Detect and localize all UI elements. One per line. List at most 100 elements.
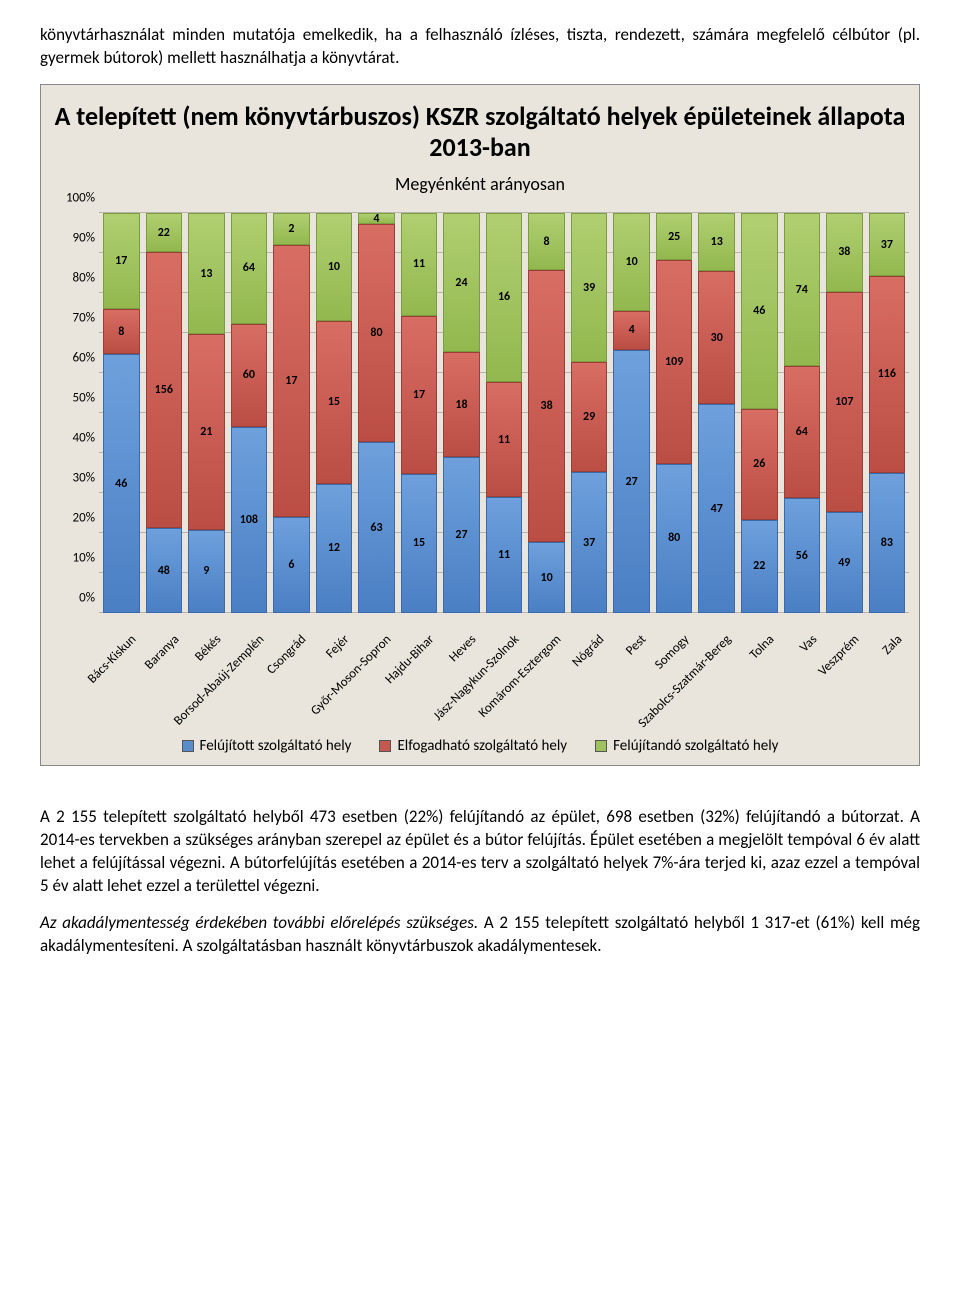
bar-column: 27410 <box>613 213 650 613</box>
bar-segment-green: 17 <box>103 213 140 309</box>
y-tick-label: 90% <box>51 231 95 246</box>
bar-segment-blue: 56 <box>784 498 821 613</box>
bar-segment-green: 39 <box>571 213 608 362</box>
bar-segment-red: 30 <box>698 271 735 404</box>
bar-segment-red: 18 <box>443 352 480 456</box>
bar-segment-red: 116 <box>869 276 906 473</box>
bar-segment-red: 107 <box>826 292 863 513</box>
legend-label-blue: Felújított szolgáltató hely <box>200 737 352 755</box>
legend-item-blue: Felújított szolgáltató hely <box>182 737 352 755</box>
bar-column: 46817 <box>103 213 140 613</box>
bar-segment-green: 13 <box>188 213 225 334</box>
bar-column: 566474 <box>784 213 821 613</box>
x-axis-labels: Bács-KiskunBaranyaBékésBorsod-Abaúj-Zemp… <box>99 613 909 737</box>
bar-segment-blue: 22 <box>741 520 778 614</box>
plot-area: 0%10%20%30%40%50%60%70%80%90%100%4681748… <box>51 213 909 613</box>
bar-segment-red: 38 <box>528 270 565 541</box>
para3-lead: Az akadálymentesség érdekében további el… <box>40 912 478 933</box>
bar-segment-green: 8 <box>528 213 565 270</box>
bar-segment-red: 15 <box>316 321 353 483</box>
chart-container: A telepített (nem könyvtárbuszos) KSZR s… <box>40 84 920 766</box>
y-tick-label: 40% <box>51 431 95 446</box>
bar-segment-blue: 27 <box>613 350 650 613</box>
y-tick-label: 50% <box>51 391 95 406</box>
bar-segment-green: 22 <box>146 213 183 252</box>
bar-column: 271824 <box>443 213 480 613</box>
bar-segment-red: 17 <box>401 316 438 474</box>
bar-segment-green: 38 <box>826 213 863 291</box>
bar-segment-green: 64 <box>231 213 268 323</box>
y-tick-label: 70% <box>51 311 95 326</box>
bar-segment-blue: 80 <box>656 464 693 614</box>
bar-segment-blue: 11 <box>486 497 523 613</box>
bar-segment-red: 80 <box>358 224 395 442</box>
legend-swatch-red <box>379 740 391 752</box>
bar-segment-green: 10 <box>613 213 650 311</box>
bar-column: 372939 <box>571 213 608 613</box>
bar-segment-blue: 63 <box>358 442 395 613</box>
bar-segment-red: 60 <box>231 324 268 427</box>
bar-segment-red: 29 <box>571 362 608 472</box>
bar-column: 8010925 <box>656 213 693 613</box>
bar-column: 1086064 <box>231 213 268 613</box>
bar-segment-blue: 37 <box>571 472 608 613</box>
chart-title: A telepített (nem könyvtárbuszos) KSZR s… <box>51 101 909 163</box>
legend: Felújított szolgáltató hely Elfogadható … <box>51 737 909 755</box>
legend-item-red: Elfogadható szolgáltató hely <box>379 737 567 755</box>
bar-segment-blue: 27 <box>443 457 480 614</box>
bar-segment-blue: 47 <box>698 404 735 613</box>
bar-segment-blue: 48 <box>146 528 183 613</box>
plot: 0%10%20%30%40%50%60%70%80%90%100%4681748… <box>99 213 909 613</box>
bar-segment-red: 156 <box>146 252 183 528</box>
bar-column: 4815622 <box>146 213 183 613</box>
y-tick-label: 20% <box>51 511 95 526</box>
y-tick-label: 80% <box>51 271 95 286</box>
bar-segment-green: 25 <box>656 213 693 260</box>
bar-segment-green: 11 <box>401 213 438 315</box>
bar-column: 151711 <box>401 213 438 613</box>
bar-segment-red: 17 <box>273 245 310 517</box>
bar-segment-green: 16 <box>486 213 523 381</box>
bar-segment-green: 74 <box>784 213 821 366</box>
legend-swatch-green <box>595 740 607 752</box>
bar-column: 92113 <box>188 213 225 613</box>
y-tick-label: 100% <box>51 191 95 206</box>
bar-segment-green: 4 <box>358 213 395 224</box>
intro-paragraph: könyvtárhasználat minden mutatója emelke… <box>40 24 920 70</box>
bar-segment-green: 24 <box>443 213 480 352</box>
paragraph-3: Az akadálymentesség érdekében további el… <box>40 912 920 958</box>
bar-segment-blue: 46 <box>103 354 140 613</box>
bar-column: 121510 <box>316 213 353 613</box>
bar-column: 6172 <box>273 213 310 613</box>
paragraph-2: A 2 155 telepített szolgáltató helyből 4… <box>40 806 920 898</box>
bar-segment-green: 13 <box>698 213 735 271</box>
bar-segment-green: 37 <box>869 213 906 276</box>
bar-segment-green: 46 <box>741 213 778 409</box>
legend-label-red: Elfogadható szolgáltató hely <box>397 737 567 755</box>
bar-segment-green: 2 <box>273 213 310 245</box>
bar-segment-blue: 108 <box>231 427 268 613</box>
y-tick-label: 0% <box>51 591 95 606</box>
bar-segment-red: 4 <box>613 311 650 350</box>
bar-segment-blue: 9 <box>188 530 225 614</box>
bar-segment-green: 10 <box>316 213 353 321</box>
legend-label-green: Felújítandó szolgáltató hely <box>613 737 778 755</box>
bar-column: 63804 <box>358 213 395 613</box>
bar-segment-blue: 49 <box>826 512 863 613</box>
bar-segment-red: 21 <box>188 334 225 529</box>
bar-segment-blue: 10 <box>528 542 565 613</box>
bar-segment-blue: 12 <box>316 484 353 614</box>
bar-column: 4910738 <box>826 213 863 613</box>
legend-item-green: Felújítandó szolgáltató hely <box>595 737 778 755</box>
bar-segment-red: 8 <box>103 309 140 354</box>
bar-segment-red: 11 <box>486 382 523 498</box>
bar-segment-red: 26 <box>741 409 778 520</box>
bar-column: 111116 <box>486 213 523 613</box>
legend-swatch-blue <box>182 740 194 752</box>
bar-column: 473013 <box>698 213 735 613</box>
bar-column: 10388 <box>528 213 565 613</box>
bar-segment-blue: 15 <box>401 474 438 614</box>
y-tick-label: 10% <box>51 551 95 566</box>
bar-column: 222646 <box>741 213 778 613</box>
bar-segment-red: 109 <box>656 260 693 464</box>
